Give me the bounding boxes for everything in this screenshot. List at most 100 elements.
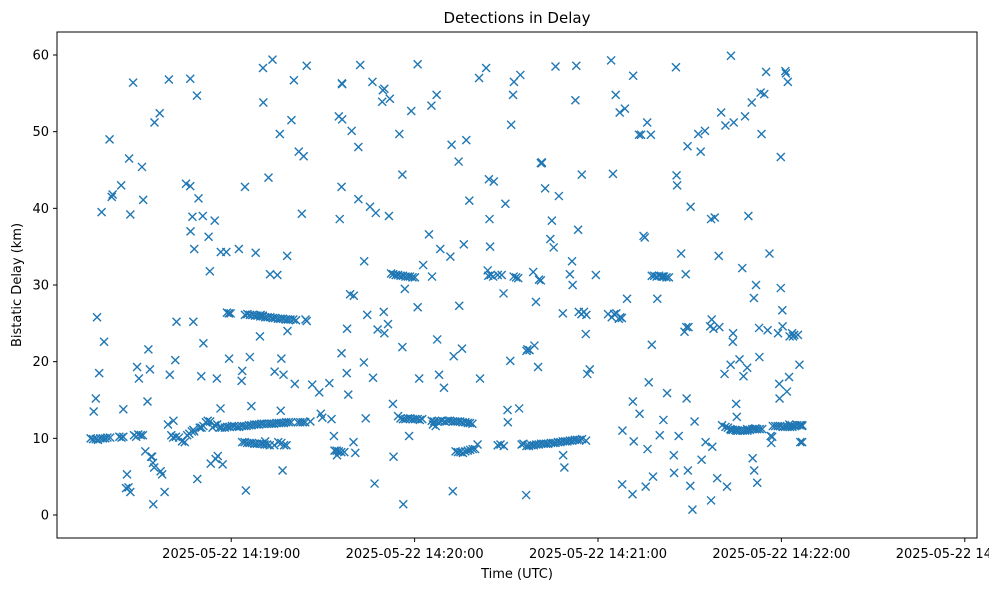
data-point [198,338,208,348]
data-point [424,229,434,239]
data-point [398,499,408,509]
data-point [286,417,296,427]
data-point [551,62,561,71]
data-point [298,417,308,427]
data-point [447,140,457,150]
data-point [534,275,544,285]
data-point [397,170,407,180]
data-point [290,379,300,389]
data-point [124,482,134,492]
data-point [314,387,324,397]
data-point [585,364,595,374]
data-point [379,307,389,317]
data-point [611,90,621,100]
data-point [448,486,458,496]
data-point [755,424,765,434]
data-point [282,440,292,450]
data-point [289,75,299,85]
data-point [652,294,662,304]
data-point [515,70,525,80]
data-point [124,154,134,163]
data-point [754,323,764,333]
data-point [608,169,618,179]
data-point [196,371,206,381]
data-point [481,63,491,73]
data-point [240,182,250,192]
data-point [784,420,794,430]
data-point [284,417,294,427]
data-point [690,416,700,426]
data-point [262,439,272,449]
data-point [99,337,109,347]
data-point [359,357,369,367]
y-tick-label: 30 [32,279,49,294]
data-point [635,409,645,419]
data-point [646,130,656,140]
data-point [764,249,774,259]
data-point [255,331,265,341]
data-point [503,417,513,427]
data-point [738,371,748,381]
data-point [454,301,464,311]
data-point [291,315,301,325]
data-point [457,344,467,354]
data-point [350,448,360,458]
data-point [415,415,425,425]
data-point [251,248,261,258]
data-point [362,310,372,320]
data-point [620,104,630,114]
data-point [267,55,277,65]
data-point [427,272,437,282]
data-point [400,284,410,294]
data-point [581,436,591,446]
data-point [749,293,759,303]
data-point [617,479,627,489]
data-point [343,390,353,400]
data-point [114,432,124,442]
data-point [221,247,231,257]
data-point [189,426,199,436]
data-point [714,322,724,332]
data-point [105,433,115,443]
data-point [413,302,423,312]
data-point [497,270,507,280]
data-point [464,196,474,206]
data-point [696,147,706,157]
data-point [655,430,665,440]
data-point [205,266,215,276]
data-point [686,202,696,212]
data-point [759,89,769,99]
data-point [276,354,286,364]
data-point [368,373,378,383]
data-point [463,446,473,456]
data-point [648,472,658,482]
data-point [726,360,736,370]
data-point [216,403,226,413]
data-point [432,334,442,344]
data-point [647,340,657,350]
data-point [697,455,707,465]
data-point [385,94,395,104]
data-point [145,364,155,374]
data-point [742,363,752,373]
data-point [669,468,679,478]
data-point [445,252,455,262]
data-point [417,414,427,424]
data-point [185,74,195,84]
data-point [565,269,575,279]
data-point [89,407,99,416]
data-point [506,120,516,130]
data-point [324,378,334,388]
data-point [102,433,112,443]
data-point [720,121,730,131]
data-point [716,108,726,117]
data-point [335,214,345,224]
x-axis: 2025-05-22 14:19:00 2025-05-22 14:20:00 20… [162,538,989,562]
data-point [554,191,564,201]
data-point [359,256,369,266]
data-point [407,272,417,282]
data-point [210,420,220,430]
data-point [795,420,805,430]
data-point [514,403,524,413]
data-point [683,466,693,476]
